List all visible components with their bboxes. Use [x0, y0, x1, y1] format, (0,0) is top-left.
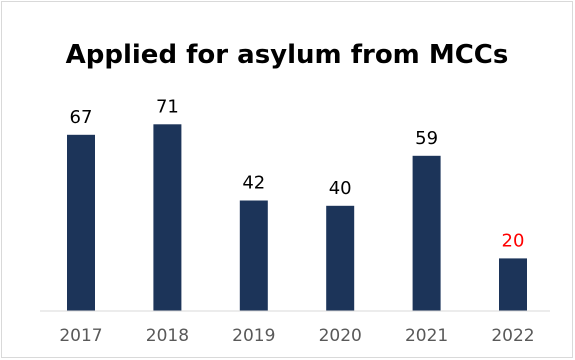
chart-title: Applied for asylum from MCCs [66, 40, 509, 70]
bar-2022 [499, 258, 527, 311]
bar-2020 [326, 205, 355, 311]
bar-2018 [153, 124, 182, 311]
x-tick-label-2020: 2020 [319, 326, 362, 346]
x-tick-label-2021: 2021 [405, 326, 448, 346]
bars-group [67, 124, 527, 311]
x-tick-label-2022: 2022 [491, 326, 534, 346]
data-label-2020: 40 [329, 178, 352, 199]
data-label-2019: 42 [242, 173, 265, 194]
data-label-2022: 20 [502, 230, 525, 251]
data-label-2018: 71 [156, 96, 179, 117]
x-tick-label-2018: 2018 [146, 326, 189, 346]
bar-2021 [412, 155, 441, 311]
data-label-2021: 59 [415, 128, 438, 149]
bar-2019 [239, 200, 268, 311]
bar-2017 [67, 134, 95, 311]
x-tick-labels-group: 2017 2018 2019 2020 2021 2022 [59, 326, 534, 346]
data-label-2017: 67 [70, 107, 93, 128]
data-labels-group: 67 71 42 40 59 20 [70, 96, 525, 251]
x-tick-label-2017: 2017 [59, 326, 102, 346]
x-tick-label-2019: 2019 [232, 326, 275, 346]
